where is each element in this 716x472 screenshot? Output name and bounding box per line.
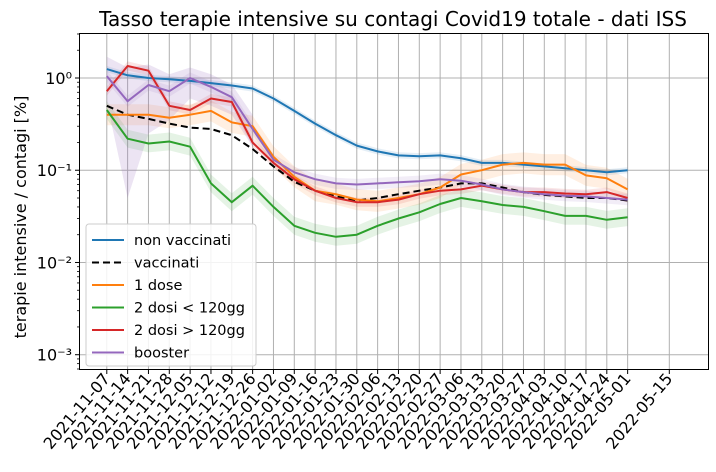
- y-tick-label: 10⁻²: [37, 253, 72, 272]
- legend-label: 2 dosi > 120gg: [134, 323, 245, 339]
- confidence-band-2-dosi-120gg: [106, 101, 628, 246]
- series-line-booster: [106, 75, 628, 201]
- series-line-non-vaccinati: [106, 68, 628, 174]
- chart-title: Tasso terapie intensive su contagi Covid…: [98, 7, 687, 31]
- booster-wide-band: [106, 56, 253, 198]
- legend: non vaccinati vaccinati 1 dose 2 dosi < 120…: [85, 223, 257, 367]
- y-tick-layer: 10⁻³ 10⁻² 10⁻¹ 10⁰: [37, 33, 80, 370]
- series-line-vaccinati: [106, 104, 628, 202]
- y-tick-label: 10⁰: [45, 69, 72, 88]
- y-tick-label: 10⁻³: [37, 346, 72, 365]
- y-axis-label: terapie intensive / contagi [%]: [11, 96, 30, 339]
- series-line-layer: [105, 65, 629, 238]
- x-tick-layer: 2021-11-072021-11-142021-11-212021-11-28…: [40, 369, 676, 453]
- legend-box: [85, 223, 257, 367]
- legend-label: booster: [134, 346, 189, 362]
- y-tick-label: 10⁻¹: [37, 161, 72, 180]
- legend-label: non vaccinati: [134, 233, 231, 249]
- confidence-band-non-vaccinati: [106, 66, 628, 176]
- confidence-band-1-dose: [106, 100, 628, 212]
- series-line-1-dose: [106, 109, 629, 203]
- series-line-2-dosi-120gg: [106, 65, 628, 204]
- legend-label: 2 dosi < 120gg: [134, 301, 245, 317]
- confidence-band-2-dosi-120gg: [106, 61, 628, 207]
- series-line-2-dosi-120gg: [105, 109, 628, 238]
- legend-label: 1 dose: [134, 278, 182, 294]
- plot-frame: [79, 33, 709, 370]
- legend-label: vaccinati: [134, 256, 199, 272]
